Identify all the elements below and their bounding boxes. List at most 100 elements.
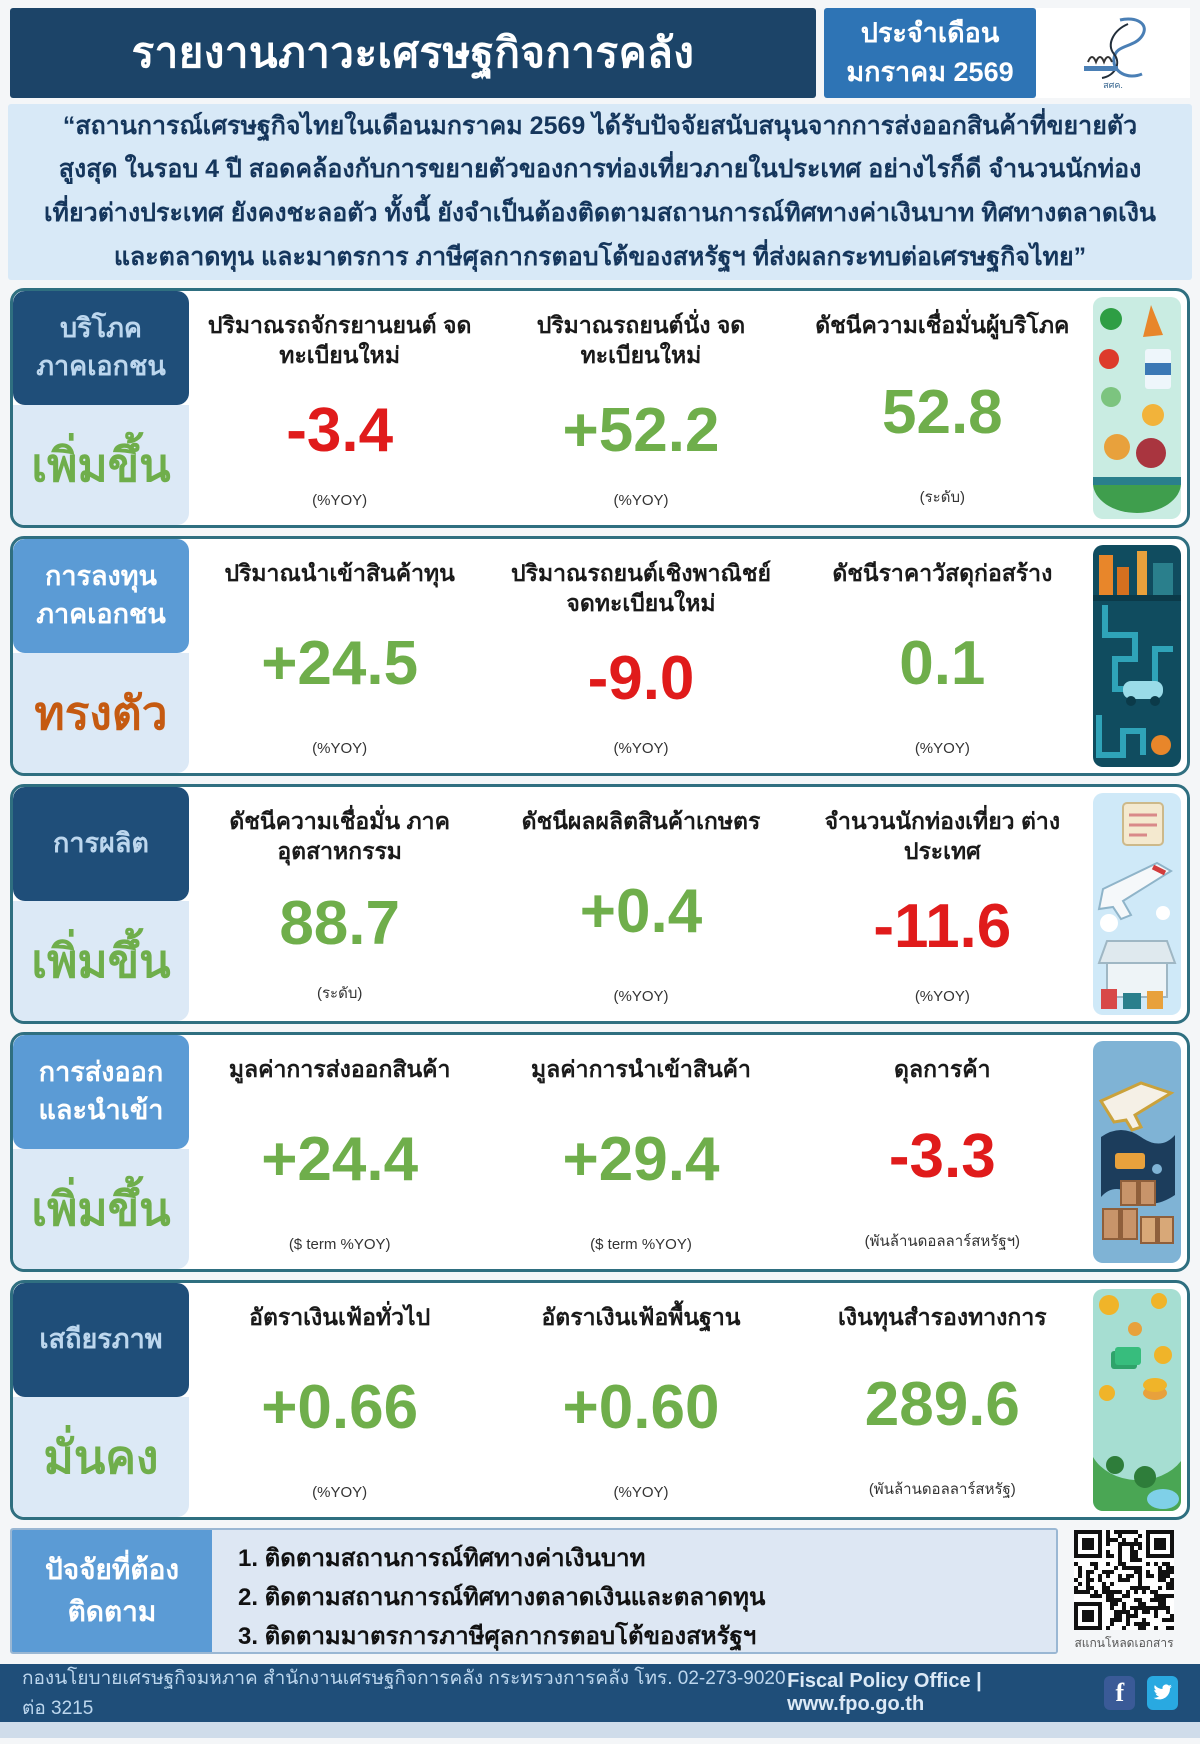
finance-illustration xyxy=(1093,1289,1181,1511)
status-badge: เพิ่มขึ้น xyxy=(13,901,189,1021)
metric-unit: (%YOY) xyxy=(613,492,669,509)
metric-unit: (%YOY) xyxy=(312,1483,368,1501)
status-badge: เพิ่มขึ้น xyxy=(13,405,189,525)
fpo-logo-icon xyxy=(1084,17,1146,79)
metric-unit: (%YOY) xyxy=(914,739,970,757)
metric-label: มูลค่าการนำเข้าสินค้า xyxy=(531,1056,751,1082)
card-production: การผลิต เพิ่มขึ้น ดัชนีความเชื่อมั่น ภาค… xyxy=(10,784,1190,1024)
metric-industrial-confidence-index: ดัชนีความเชื่อมั่น ภาคอุตสาหกรรม 88.7 (ร… xyxy=(189,787,490,1021)
metric-value: -9.0 xyxy=(587,644,695,714)
metric-motorcycle-registrations: ปริมาณรถจักรยานยนต์ จดทะเบียนใหม่ -3.4 (… xyxy=(189,291,490,525)
metric-agricultural-production-index: ดัชนีผลผลิตสินค้าเกษตร +0.4 (%YOY) xyxy=(490,787,791,1021)
metric-label: มูลค่าการส่งออกสินค้า xyxy=(228,1056,451,1082)
metric-value: 88.7 xyxy=(279,888,400,958)
card-private-investment: การลงทุน ภาคเอกชน ทรงตัว ปริมาณนำเข้าสิน… xyxy=(10,536,1190,776)
metric-unit: (พันล้านดอลลาร์สหรัฐฯ) xyxy=(864,1232,1021,1250)
period-label: ประจำเดือน xyxy=(860,17,1000,48)
metric-unit: (%YOY) xyxy=(613,740,669,757)
metric-value: -3.3 xyxy=(888,1121,996,1191)
footer-office-url: Fiscal Policy Office | www.fpo.go.th xyxy=(787,1670,982,1715)
metric-unit: (%YOY) xyxy=(914,988,970,1005)
footer: กองนโยบายเศรษฐกิจมหภาค สำนักงานเศรษฐกิจก… xyxy=(0,1664,1200,1722)
metric-label: จำนวนนักท่องเที่ยว ต่างประเทศ xyxy=(824,808,1061,864)
metric-label: ดุลการค้า xyxy=(894,1056,991,1082)
status-badge: ทรงตัว xyxy=(13,653,189,773)
section-title-stability: เสถียรภาพ xyxy=(13,1283,189,1397)
metric-unit: (พันล้านดอลลาร์สหรัฐ) xyxy=(868,1480,1016,1498)
metric-label: ปริมาณรถยนต์นั่ง จดทะเบียนใหม่ xyxy=(536,312,746,368)
metric-value: 0.1 xyxy=(899,629,986,699)
qr-code-block: สแกนโหลดเอกสาร xyxy=(1058,1528,1190,1654)
card-private-consumption: บริโภค ภาคเอกชน เพิ่มขึ้น ปริมาณรถจักรยา… xyxy=(10,288,1190,528)
factors-box: ปัจจัยที่ต้อง ติดตาม 1. ติดตามสถานการณ์ท… xyxy=(10,1528,1058,1654)
metric-unit: ($ term %YOY) xyxy=(590,1235,692,1253)
metric-trade-balance: ดุลการค้า -3.3 (พันล้านดอลลาร์สหรัฐฯ) xyxy=(792,1035,1093,1269)
metric-capital-goods-imports: ปริมาณนำเข้าสินค้าทุน +24.5 (%YOY) xyxy=(189,539,490,773)
fpo-logo-text: สศค. xyxy=(1103,80,1123,90)
factor-item: 3. ติดตามมาตรการภาษีศุลกากรตอบโต้ของสหรั… xyxy=(238,1623,757,1650)
metric-label: ดัชนีราคาวัสดุก่อสร้าง xyxy=(832,560,1053,586)
metric-label: ปริมาณรถยนต์เชิงพาณิชย์ จดทะเบียนใหม่ xyxy=(510,560,771,616)
factor-item: 1. ติดตามสถานการณ์ทิศทางค่าเงินบาท xyxy=(238,1545,646,1572)
status-badge: เพิ่มขึ้น xyxy=(13,1149,189,1269)
groceries-illustration xyxy=(1093,297,1181,519)
metric-international-reserves: เงินทุนสำรองทางการ 289.6 (พันล้านดอลลาร์… xyxy=(792,1283,1093,1517)
tourism-illustration xyxy=(1093,793,1181,1015)
footer-contact: กองนโยบายเศรษฐกิจมหภาค สำนักงานเศรษฐกิจก… xyxy=(22,1668,786,1719)
section-title-private-investment: การลงทุน ภาคเอกชน xyxy=(13,539,189,653)
executive-summary-quote: “สถานการณ์เศรษฐกิจไทยในเดือนมกราคม 2569 … xyxy=(8,104,1192,280)
section-title-private-consumption: บริโภค ภาคเอกชน xyxy=(13,291,189,405)
factors-title: ปัจจัยที่ต้อง ติดตาม xyxy=(12,1530,212,1652)
metric-value: +24.5 xyxy=(261,629,419,699)
facebook-icon[interactable]: f xyxy=(1104,1676,1136,1710)
metric-value: +0.4 xyxy=(579,877,703,947)
metric-construction-material-price-index: ดัชนีราคาวัสดุก่อสร้าง 0.1 (%YOY) xyxy=(792,539,1093,773)
qr-code xyxy=(1074,1529,1174,1630)
metric-foreign-tourist-arrivals: จำนวนนักท่องเที่ยว ต่างประเทศ -11.6 (%YO… xyxy=(792,787,1093,1021)
metric-unit: (%YOY) xyxy=(312,492,368,509)
logistics-illustration xyxy=(1093,1041,1181,1263)
industry-illustration xyxy=(1093,545,1181,767)
metric-consumer-confidence-index: ดัชนีความเชื่อมั่นผู้บริโภค 52.8 (ระดับ) xyxy=(792,291,1093,525)
metric-label: ปริมาณนำเข้าสินค้าทุน xyxy=(224,560,455,586)
metric-label: ดัชนีความเชื่อมั่นผู้บริโภค xyxy=(815,312,1070,338)
header: รายงานภาวะเศรษฐกิจการคลัง ประจำเดือน มกร… xyxy=(10,8,1190,98)
metric-label: ปริมาณรถจักรยานยนต์ จดทะเบียนใหม่ xyxy=(207,312,472,368)
quote-text: “สถานการณ์เศรษฐกิจไทยในเดือนมกราคม 2569 … xyxy=(43,111,1156,271)
metric-label: อัตราเงินเฟ้อพื้นฐาน xyxy=(541,1304,741,1330)
report-title-bar: รายงานภาวะเศรษฐกิจการคลัง xyxy=(10,8,816,98)
card-stability: เสถียรภาพ มั่นคง อัตราเงินเฟ้อทั่วไป +0.… xyxy=(10,1280,1190,1520)
metric-value: +52.2 xyxy=(562,396,720,466)
period-badge: ประจำเดือน มกราคม 2569 xyxy=(824,8,1036,98)
metric-value: +0.60 xyxy=(562,1373,720,1443)
metric-value: -3.4 xyxy=(286,396,394,466)
indicator-cards: บริโภค ภาคเอกชน เพิ่มขึ้น ปริมาณรถจักรยา… xyxy=(10,288,1190,1520)
metric-label: อัตราเงินเฟ้อทั่วไป xyxy=(249,1304,431,1330)
card-exports-imports: การส่งออก และนำเข้า เพิ่มขึ้น มูลค่าการส… xyxy=(10,1032,1190,1272)
section-title-production: การผลิต xyxy=(13,787,189,901)
metric-value: 289.6 xyxy=(864,1369,1020,1439)
metric-import-value: มูลค่าการนำเข้าสินค้า +29.4 ($ term %YOY… xyxy=(490,1035,791,1269)
metric-label: ดัชนีผลผลิตสินค้าเกษตร xyxy=(521,808,761,834)
metric-unit: (ระดับ) xyxy=(316,985,363,1002)
page-title: รายงานภาวะเศรษฐกิจการคลัง xyxy=(131,29,695,76)
twitter-icon[interactable] xyxy=(1147,1676,1178,1710)
metric-commercial-vehicle-registrations: ปริมาณรถยนต์เชิงพาณิชย์ จดทะเบียนใหม่ -9… xyxy=(490,539,791,773)
metric-headline-inflation: อัตราเงินเฟ้อทั่วไป +0.66 (%YOY) xyxy=(189,1283,490,1517)
section-title-exports-imports: การส่งออก และนำเข้า xyxy=(13,1035,189,1149)
metric-label: เงินทุนสำรองทางการ xyxy=(838,1304,1047,1330)
metric-unit: ($ term %YOY) xyxy=(288,1235,391,1253)
metric-value: 52.8 xyxy=(881,377,1003,447)
metric-value: +24.4 xyxy=(261,1125,419,1195)
metric-passenger-car-registrations: ปริมาณรถยนต์นั่ง จดทะเบียนใหม่ +52.2 (%Y… xyxy=(490,291,791,525)
metric-unit: (%YOY) xyxy=(613,987,669,1005)
metric-unit: (%YOY) xyxy=(312,739,368,757)
bottom-strip xyxy=(0,1722,1200,1738)
period-month: มกราคม 2569 xyxy=(846,57,1014,87)
metric-value: +29.4 xyxy=(562,1125,720,1195)
metric-value: +0.66 xyxy=(261,1373,419,1443)
metric-export-value: มูลค่าการส่งออกสินค้า +24.4 ($ term %YOY… xyxy=(189,1035,490,1269)
metric-core-inflation: อัตราเงินเฟ้อพื้นฐาน +0.60 (%YOY) xyxy=(490,1283,791,1517)
metric-label: ดัชนีความเชื่อมั่น ภาคอุตสาหกรรม xyxy=(229,808,450,864)
factor-item: 2. ติดตามสถานการณ์ทิศทางตลาดเงินและตลาดท… xyxy=(238,1584,766,1611)
